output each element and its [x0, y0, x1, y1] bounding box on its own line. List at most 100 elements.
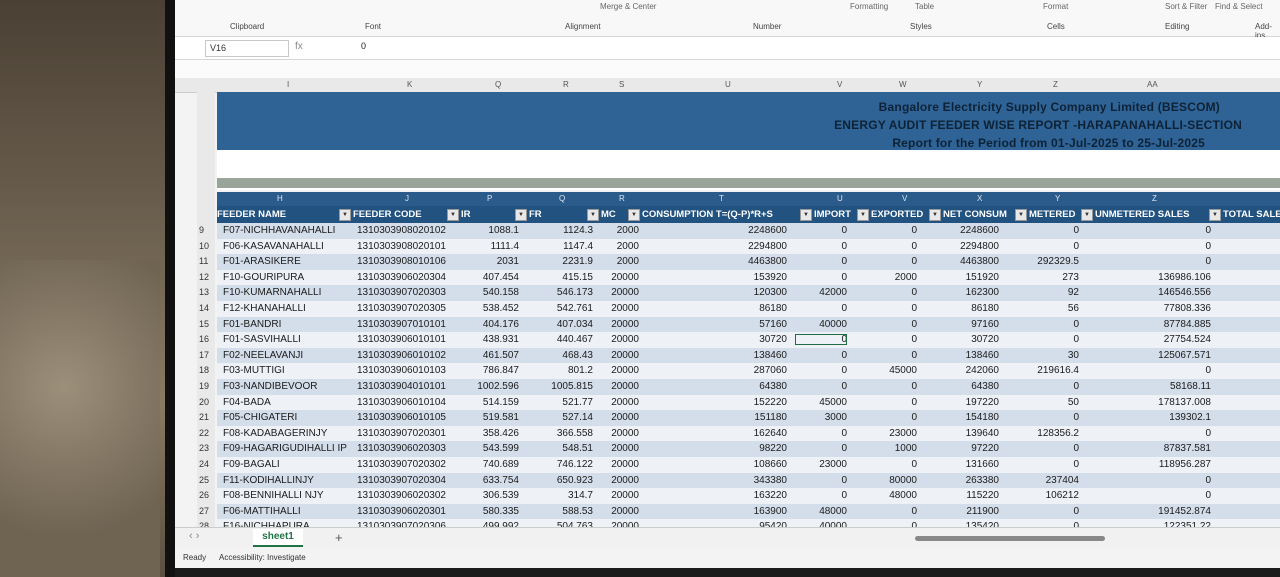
- cell-exp[interactable]: 48000: [889, 490, 917, 502]
- cell-exp[interactable]: 23000: [889, 427, 917, 439]
- cell-mc[interactable]: 20000: [595, 521, 639, 532]
- cell-imp[interactable]: 3000: [824, 412, 847, 424]
- cell-exp[interactable]: 1000: [894, 443, 917, 455]
- filter-dropdown-icon[interactable]: ▼: [587, 209, 599, 221]
- cell-ir[interactable]: 519.581: [482, 412, 519, 424]
- cell-fr[interactable]: 521.77: [562, 396, 593, 408]
- cell-code[interactable]: 1310303906010101: [357, 334, 446, 346]
- cell-net[interactable]: 138460: [965, 349, 999, 361]
- cell-name[interactable]: F04-BADA: [223, 396, 271, 408]
- cell-mc[interactable]: 20000: [611, 287, 639, 299]
- cell-name[interactable]: F02-NEELAVANJI: [223, 349, 304, 361]
- formula-input[interactable]: 0: [361, 41, 367, 51]
- cell-code[interactable]: 1310303908010106: [357, 256, 446, 268]
- cell-code[interactable]: 1310303907020303: [357, 287, 446, 299]
- cell-unmet[interactable]: 122351.22: [1087, 521, 1211, 532]
- cell-cons[interactable]: 287060: [753, 365, 787, 377]
- cell-met[interactable]: 0: [1073, 459, 1079, 470]
- cell-net[interactable]: 97220: [971, 443, 999, 455]
- cell-met[interactable]: 50: [1067, 396, 1079, 408]
- row-number[interactable]: 27: [199, 505, 210, 516]
- cell-imp[interactable]: 0: [841, 303, 847, 314]
- filter-dropdown-icon[interactable]: ▼: [1015, 209, 1027, 221]
- cell-met[interactable]: 128356.2: [1037, 427, 1079, 439]
- cell-unmet[interactable]: 0: [1205, 427, 1211, 439]
- cell-exp[interactable]: 0: [911, 256, 917, 268]
- col-letter[interactable]: Z: [1053, 80, 1058, 89]
- cell-net[interactable]: 2248600: [960, 225, 999, 236]
- row-number[interactable]: 17: [199, 349, 210, 360]
- filter-dropdown-icon[interactable]: ▼: [857, 209, 869, 221]
- cell-fr[interactable]: 2231.9: [562, 256, 593, 268]
- row-number[interactable]: 15: [199, 318, 210, 329]
- cell-unmet[interactable]: 0: [1205, 256, 1211, 268]
- cell-code[interactable]: 1310303906020303: [357, 443, 446, 455]
- cell-met[interactable]: 0: [1073, 334, 1079, 346]
- format-as-table-button[interactable]: Table: [915, 2, 935, 11]
- cell-net[interactable]: 151920: [965, 271, 999, 283]
- cell-imp[interactable]: 0: [841, 256, 847, 268]
- cell-unmet[interactable]: 139302.1: [1169, 412, 1211, 424]
- cell-mc[interactable]: 2000: [616, 256, 639, 268]
- cell-fr[interactable]: 1124.3: [563, 225, 593, 236]
- cell-met[interactable]: 237404: [1045, 474, 1079, 486]
- cell-name[interactable]: F03-NANDIBEVOOR: [223, 381, 318, 392]
- col-letter[interactable]: Y: [977, 80, 983, 89]
- cell-net[interactable]: 263380: [965, 474, 999, 486]
- cell-code[interactable]: 1310303906010105: [357, 412, 446, 424]
- cell-name[interactable]: F01-BANDRI: [223, 318, 282, 330]
- cell-fr[interactable]: 314.7: [567, 490, 593, 502]
- row-number[interactable]: 10: [199, 240, 210, 251]
- cell-net[interactable]: 115220: [966, 490, 999, 502]
- cell-code[interactable]: 1310303906020304: [357, 271, 446, 283]
- cell-name[interactable]: F05-CHIGATERI: [223, 412, 298, 424]
- filter-dropdown-icon[interactable]: ▼: [1209, 209, 1221, 221]
- cell-unmet[interactable]: 87837.581: [1163, 443, 1211, 455]
- cell-imp[interactable]: 0: [841, 474, 847, 486]
- cell-exp[interactable]: 0: [911, 459, 917, 470]
- cell-code[interactable]: 1310303907020304: [357, 474, 446, 486]
- cell-met[interactable]: 0: [1073, 240, 1079, 252]
- cell-cons[interactable]: 86180: [759, 303, 787, 314]
- cell-imp[interactable]: 40000: [795, 521, 847, 532]
- cell-unmet[interactable]: 136986.106: [1158, 271, 1211, 283]
- cell-unmet[interactable]: 87784.885: [1163, 318, 1211, 330]
- sort-filter-button[interactable]: Sort & Filter: [1165, 2, 1208, 11]
- cell-mc[interactable]: 20000: [611, 349, 639, 361]
- accessibility-status[interactable]: Accessibility: Investigate: [219, 553, 306, 562]
- cell-code[interactable]: 1310303908020101: [357, 240, 446, 252]
- cell-name[interactable]: F10-GOURIPURA: [223, 271, 305, 283]
- cell-exp[interactable]: 0: [911, 225, 917, 236]
- add-sheet-icon[interactable]: +: [335, 530, 343, 545]
- cell-fr[interactable]: 527.14: [562, 412, 593, 424]
- cell-name[interactable]: F09-BAGALI: [223, 459, 280, 470]
- cell-name[interactable]: F16-NICHHAPURA: [223, 521, 353, 532]
- cell-fr[interactable]: 746.122: [556, 459, 593, 470]
- cell-exp[interactable]: 0: [911, 334, 917, 346]
- row-number[interactable]: 13: [199, 287, 210, 298]
- cell-net[interactable]: 97160: [971, 318, 999, 330]
- cell-code[interactable]: 1310303908020102: [357, 225, 446, 236]
- filter-dropdown-icon[interactable]: ▼: [447, 209, 459, 221]
- cell-imp[interactable]: 0: [841, 427, 847, 439]
- cell-ir[interactable]: 1088.1: [488, 225, 519, 236]
- cell-fr[interactable]: 468.43: [562, 349, 593, 361]
- cell-exp[interactable]: 45000: [889, 365, 917, 377]
- cell-exp[interactable]: 0: [911, 349, 917, 361]
- row-number[interactable]: 26: [199, 490, 210, 501]
- cell-imp[interactable]: 0: [841, 271, 847, 283]
- cell-ir[interactable]: 1002.596: [477, 381, 519, 392]
- cell-imp[interactable]: 0: [841, 349, 847, 361]
- cell-met[interactable]: 292329.5: [1037, 256, 1079, 268]
- cell-mc[interactable]: 20000: [611, 271, 639, 283]
- cell-ir[interactable]: 580.335: [482, 505, 519, 517]
- cell-code[interactable]: 1310303906010102: [357, 349, 446, 361]
- col-letter[interactable]: S: [619, 80, 625, 89]
- cell-ir[interactable]: 786.847: [482, 365, 519, 377]
- row-number[interactable]: 20: [199, 396, 210, 407]
- cell-net[interactable]: 2294800: [960, 240, 999, 252]
- cell-exp[interactable]: 0: [911, 396, 917, 408]
- cell-name[interactable]: F08-BENNIHALLI NJY: [223, 490, 324, 502]
- cell-ir[interactable]: 461.507: [482, 349, 519, 361]
- cell-code[interactable]: 1310303907020305: [357, 303, 446, 314]
